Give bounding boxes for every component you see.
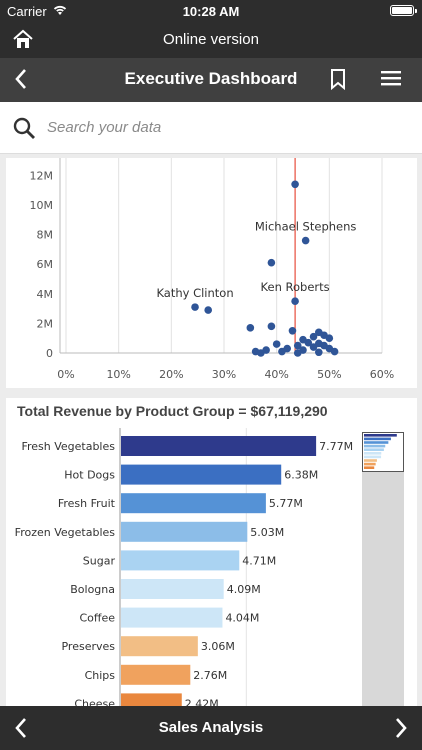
status-bar: Carrier 10:28 AM xyxy=(0,0,422,22)
minimap-bar xyxy=(364,441,388,444)
bookmark-icon[interactable] xyxy=(330,68,346,90)
x-tick-label: 50% xyxy=(317,368,341,381)
hamburger-menu-icon[interactable] xyxy=(380,68,402,88)
scatter-point xyxy=(289,327,297,335)
bar-category-label: Chips xyxy=(85,669,116,682)
battery-icon xyxy=(390,5,414,16)
bar-value-label: 5.03M xyxy=(250,526,284,539)
minimap-bar xyxy=(364,438,391,441)
bar-category-label: Hot Dogs xyxy=(64,469,115,482)
point-label: Kathy Clinton xyxy=(156,286,233,300)
navigation-bar: Executive Dashboard xyxy=(0,58,422,102)
bar-value-label: 4.09M xyxy=(227,583,261,596)
bar xyxy=(121,608,222,628)
y-tick-label: 8M xyxy=(37,229,54,242)
scatter-point xyxy=(302,237,310,245)
bar-category-label: Sugar xyxy=(83,554,116,567)
bar-value-label: 5.77M xyxy=(269,497,303,510)
y-tick-label: 0 xyxy=(46,347,53,360)
bar-value-label: 4.71M xyxy=(242,554,276,567)
bar xyxy=(121,493,266,513)
y-tick-label: 2M xyxy=(37,317,54,330)
bar-chart-panel[interactable]: Total Revenue by Product Group = $67,119… xyxy=(6,398,417,718)
bar xyxy=(121,636,198,656)
x-tick-label: 40% xyxy=(264,368,288,381)
y-tick-label: 6M xyxy=(37,258,54,271)
minimap-bar xyxy=(364,463,376,466)
bar-category-label: Preserves xyxy=(61,640,115,653)
bar-chart[interactable]: Fresh Vegetables 7.77M Hot Dogs 6.38M Fresh … xyxy=(6,398,356,718)
x-tick-label: 20% xyxy=(159,368,183,381)
y-tick-label: 12M xyxy=(30,169,54,182)
scatter-chart-panel[interactable]: 0% 10% 20% 30% 40% 50% 60% 0 2M 4M 6M 8M 10M 12M Micha… xyxy=(6,158,417,388)
bar xyxy=(121,436,316,456)
minimap-thumb[interactable] xyxy=(362,432,404,472)
scatter-point xyxy=(278,348,286,356)
bar xyxy=(121,550,239,570)
x-tick-label: 0% xyxy=(57,368,74,381)
next-sheet-icon[interactable] xyxy=(394,717,408,739)
scatter-point xyxy=(268,259,276,267)
minimap-bar xyxy=(364,434,397,437)
scatter-point xyxy=(262,346,270,354)
bar-category-label: Bologna xyxy=(70,583,115,596)
bar-category-label: Fresh Fruit xyxy=(58,497,116,510)
online-bar: Online version xyxy=(0,22,422,58)
scatter-point xyxy=(320,342,328,350)
scatter-point xyxy=(299,336,307,344)
scatter-point xyxy=(291,180,299,188)
scatter-point xyxy=(291,297,299,305)
minimap-bar xyxy=(364,448,384,451)
sheet-name: Sales Analysis xyxy=(0,719,422,736)
minimap-bar xyxy=(364,466,374,469)
minimap-bar xyxy=(364,452,381,455)
bar-value-label: 3.06M xyxy=(201,640,235,653)
minimap-bars xyxy=(363,433,403,471)
minimap-bar xyxy=(364,445,385,448)
minimap-bar xyxy=(364,459,377,462)
scatter-point xyxy=(315,348,323,356)
search-bar[interactable]: Search your data xyxy=(0,102,422,154)
bar-category-label: Frozen Vegetables xyxy=(15,526,116,539)
clock: 10:28 AM xyxy=(0,4,422,19)
minimap-bar xyxy=(364,456,381,459)
bar-value-label: 4.04M xyxy=(225,612,259,625)
y-tick-label: 4M xyxy=(37,288,54,301)
page-title: Executive Dashboard xyxy=(0,69,422,89)
bar-value-label: 6.38M xyxy=(284,469,318,482)
scatter-point xyxy=(299,346,307,354)
scatter-point xyxy=(191,303,199,311)
bar-value-label: 2.76M xyxy=(193,669,227,682)
search-input[interactable]: Search your data xyxy=(47,119,161,136)
x-tick-label: 10% xyxy=(106,368,130,381)
bar-category-label: Coffee xyxy=(79,612,115,625)
point-label: Ken Roberts xyxy=(261,280,330,294)
search-icon xyxy=(12,116,36,140)
scatter-point xyxy=(247,324,255,332)
scatter-point xyxy=(273,340,281,348)
y-tick-label: 10M xyxy=(30,199,54,212)
bar xyxy=(121,522,247,542)
bar xyxy=(121,579,224,599)
bottom-bar: Sales Analysis xyxy=(0,706,422,750)
scatter-chart[interactable]: 0% 10% 20% 30% 40% 50% 60% 0 2M 4M 6M 8M 10M 12M Micha… xyxy=(6,158,417,388)
x-tick-label: 30% xyxy=(212,368,236,381)
bar xyxy=(121,465,281,485)
online-version-label: Online version xyxy=(0,31,422,48)
point-label: Michael Stephens xyxy=(255,220,357,234)
bar xyxy=(121,665,190,685)
scatter-point xyxy=(331,348,339,356)
x-tick-label: 60% xyxy=(370,368,394,381)
bar-category-label: Fresh Vegetables xyxy=(21,440,115,453)
scatter-point xyxy=(268,323,276,331)
bar-value-label: 7.77M xyxy=(319,440,353,453)
scatter-point xyxy=(204,306,212,314)
scatter-point xyxy=(326,334,334,342)
chart-scroll-minimap[interactable] xyxy=(362,432,404,718)
